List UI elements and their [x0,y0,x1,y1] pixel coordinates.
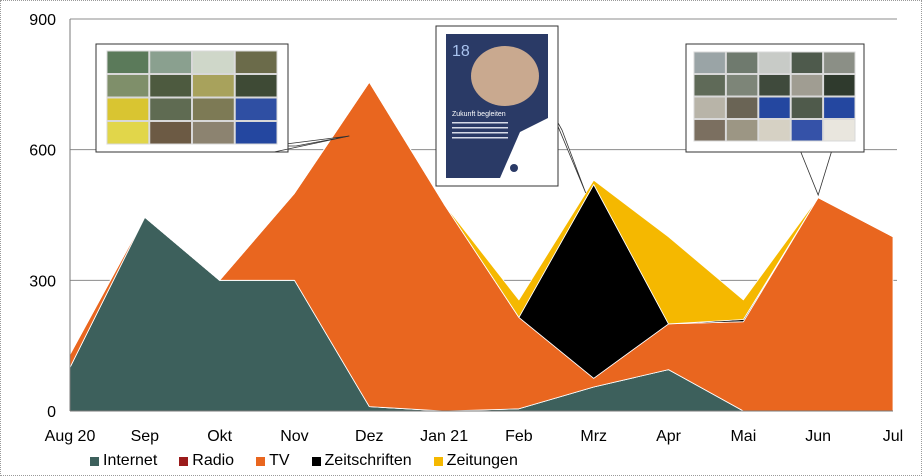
ad-white-corner [500,114,556,178]
callout-magazine-ad: 18 Zukunft begleiten [435,25,587,194]
tv-collage-image-tile [149,121,192,145]
callout-tv-collage [95,43,350,153]
y-tick-0: 0 [47,404,56,421]
legend-label-zeitungen: Zeitungen [446,452,518,469]
campaign-collage-image-tile [758,74,791,97]
legend-swatch-tv [256,456,266,466]
campaign-collage-image-tile [693,119,726,142]
legend-label-zeitschriften: Zeitschriften [324,452,412,469]
legend-label-internet: Internet [103,452,158,469]
tv-collage-image-tile [149,97,192,121]
legend-item-radio: Radio [179,452,234,470]
x-tick-apr: Apr [656,428,682,445]
ad-badge-18: 18 [452,43,470,60]
x-tick-labels: Aug 20 Sep Okt Nov Dez Jan 21 Feb Mrz Apr Mai Jun J… [45,428,904,445]
campaign-collage-image-tile [758,96,791,119]
x-tick-okt: Okt [207,428,232,445]
campaign-collage-image-tile [725,96,759,119]
tv-collage-image-tile [234,97,278,121]
callout-pointer [799,149,833,197]
tv-collage-image-tile [192,50,235,74]
tv-collage-image-tile [192,97,235,121]
x-tick-mrz: Mrz [580,428,607,445]
campaign-collage-image-tile [693,96,726,119]
callout-line [273,135,350,153]
ad-photo-faces [471,46,539,106]
callout-campaign-collage-2 [685,43,865,197]
ad-logo [510,164,518,172]
campaign-collage-image-tile [823,96,856,119]
callouts: 18 Zukunft begleiten [95,25,865,197]
tv-collage-image-tile [234,121,278,145]
ad-text-line [452,132,508,134]
x-tick-jun: Jun [805,428,831,445]
y-tick-600: 600 [29,143,56,160]
tv-collage-image-tile [106,121,150,145]
x-tick-nov: Nov [280,428,308,445]
x-tick-dez: Dez [355,428,383,445]
x-tick-aug-20: Aug 20 [45,428,96,445]
campaign-collage-image [693,51,856,142]
legend-swatch-zeitungen [433,456,443,466]
campaign-collage-image-tile [693,74,726,97]
campaign-collage-image-tile [823,119,856,142]
legend-item-zeitungen: Zeitungen [433,452,518,470]
legend-label-radio: Radio [192,452,235,469]
campaign-collage-image-tile [823,51,856,74]
campaign-collage-image-tile [790,74,824,97]
tv-collage-image-tile [234,50,278,74]
campaign-collage-image-tile [725,119,759,142]
ad-text-line [452,127,508,129]
tv-collage-image-tile [106,74,150,98]
campaign-collage-image-tile [823,74,856,97]
axes [69,19,893,412]
y-tick-300: 300 [29,273,56,290]
ad-text-line [452,122,508,124]
x-tick-sep: Sep [131,428,160,445]
y-tick-900: 900 [29,12,56,29]
legend-label-tv: TV [269,452,290,469]
tv-collage-image-tile [234,74,278,98]
campaign-collage-image-tile [758,51,791,74]
tv-collage-image-tile [192,121,235,145]
area-zeitungen [69,81,894,355]
x-tick-jan-21: Jan 21 [420,428,468,445]
legend-item-internet: Internet [90,452,157,470]
legend: Internet Radio TV Zeitschriften Zeitunge… [90,452,518,470]
ad-text-line [452,137,508,139]
tv-collage-image-tile [149,74,192,98]
legend-swatch-radio [179,456,189,466]
y-tick-labels: 0 300 600 900 [29,12,56,421]
ad-headline: Zukunft begleiten [452,111,506,118]
x-tick-jul: Jul [883,428,903,445]
x-tick-mai: Mai [730,428,756,445]
campaign-collage-image-tile [693,51,726,74]
campaign-collage-image-tile [790,51,824,74]
campaign-collage-image-tile [725,74,759,97]
campaign-collage-image-tile [790,96,824,119]
legend-swatch-internet [90,456,99,466]
campaign-collage-image-tile [790,119,824,142]
legend-item-zeitschriften: Zeitschriften [311,452,412,470]
legend-swatch-zeitschriften [311,456,321,466]
tv-collage-image [106,50,278,145]
tv-collage-image-tile [192,74,235,98]
legend-item-tv: TV [256,452,290,470]
tv-collage-image-tile [106,50,150,74]
tv-collage-image-tile [106,97,150,121]
tv-collage-image-tile [149,50,192,74]
campaign-collage-image-tile [758,119,791,142]
campaign-collage-image-tile [725,51,759,74]
x-tick-feb: Feb [505,428,533,445]
